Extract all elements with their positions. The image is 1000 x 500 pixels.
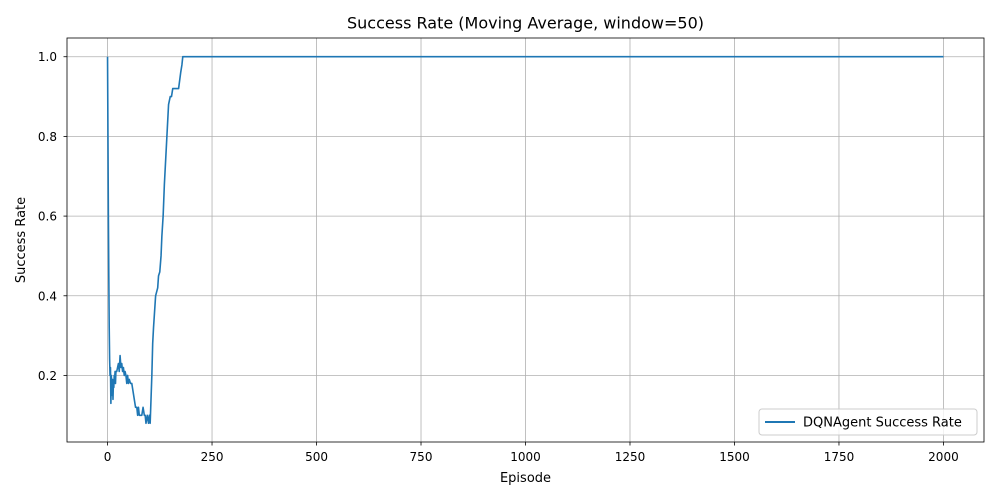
x-tick-label: 2000 [928, 450, 959, 464]
legend-box [758, 408, 978, 436]
x-tick-label: 1500 [719, 450, 750, 464]
x-tick-label: 500 [305, 450, 328, 464]
x-tick-label: 750 [410, 450, 433, 464]
chart-title: Success Rate (Moving Average, window=50) [347, 14, 704, 33]
series-layer [106, 55, 944, 425]
y-tick-label: 0.4 [38, 289, 57, 303]
y-tick-label: 0.8 [38, 130, 57, 144]
series-line [106, 55, 944, 425]
y-tick-label: 0.2 [38, 369, 57, 383]
y-tick-label: 0.6 [38, 210, 57, 224]
legend: DQNAgent Success Rate [758, 408, 978, 436]
x-tick-label: 250 [201, 450, 224, 464]
x-axis-label: Episode [500, 471, 551, 486]
x-tick-label: 1000 [510, 450, 541, 464]
x-tick-label: 1250 [615, 450, 646, 464]
legend-entry-label: DQNAgent Success Rate [803, 416, 962, 431]
x-tick-label: 1750 [824, 450, 855, 464]
y-axis-label: Success Rate [14, 197, 29, 283]
ticks: 0 250 500 750 1000 1250 1500 1750 2000 0.2 0.4 0.6 0… [38, 50, 959, 464]
x-tick-label: 0 [104, 450, 112, 464]
y-tick-label: 1.0 [38, 50, 57, 64]
